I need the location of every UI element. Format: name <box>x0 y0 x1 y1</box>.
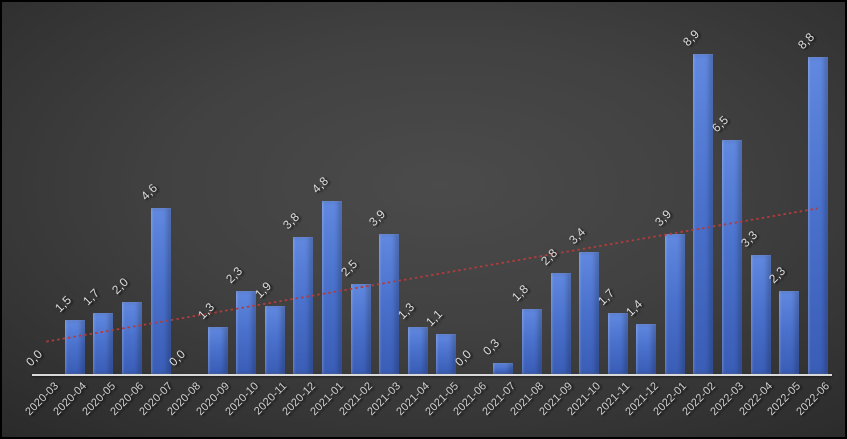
bar-2020-09[interactable] <box>207 327 228 374</box>
bar-2021-10[interactable] <box>579 251 600 374</box>
bar-2020-12[interactable] <box>293 237 314 374</box>
bar-2021-08[interactable] <box>522 309 542 374</box>
bar-2022-06[interactable] <box>807 57 828 374</box>
bar-2021-01[interactable] <box>322 201 342 374</box>
bar-2020-07[interactable] <box>150 208 171 374</box>
bar-2022-05[interactable] <box>779 291 800 374</box>
bar-2020-05[interactable] <box>93 312 114 374</box>
bar-2022-01[interactable] <box>664 233 685 374</box>
bar-2022-03[interactable] <box>722 140 742 374</box>
bar-2020-10[interactable] <box>236 291 257 374</box>
bar-2021-07[interactable] <box>493 363 514 374</box>
bar-2020-06[interactable] <box>122 302 142 374</box>
bar-2021-12[interactable] <box>636 323 657 374</box>
bar-2021-09[interactable] <box>550 273 571 374</box>
linear-trendline[interactable] <box>46 207 818 343</box>
x-axis-line <box>32 374 832 376</box>
bar-2020-04[interactable] <box>64 320 85 374</box>
bar-2021-11[interactable] <box>607 312 628 374</box>
bar-2021-03[interactable] <box>379 233 400 374</box>
bar-2020-11[interactable] <box>264 305 285 374</box>
bar-2021-05[interactable] <box>436 334 457 374</box>
bar-2021-04[interactable] <box>407 327 428 374</box>
bar-2021-02[interactable] <box>350 284 371 374</box>
bar-2022-02[interactable] <box>693 53 714 374</box>
bar-2022-04[interactable] <box>750 255 771 374</box>
